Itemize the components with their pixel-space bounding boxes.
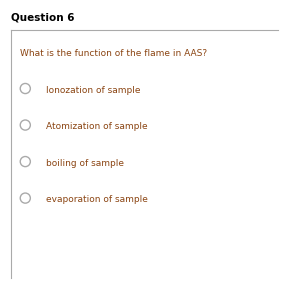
Text: boiling of sample: boiling of sample	[46, 159, 124, 168]
Text: What is the function of the flame in AAS?: What is the function of the flame in AAS…	[20, 49, 207, 58]
Text: Question 6: Question 6	[11, 13, 75, 23]
Text: evaporation of sample: evaporation of sample	[46, 195, 148, 204]
Text: Atomization of sample: Atomization of sample	[46, 122, 148, 131]
Text: Ionozation of sample: Ionozation of sample	[46, 86, 141, 95]
